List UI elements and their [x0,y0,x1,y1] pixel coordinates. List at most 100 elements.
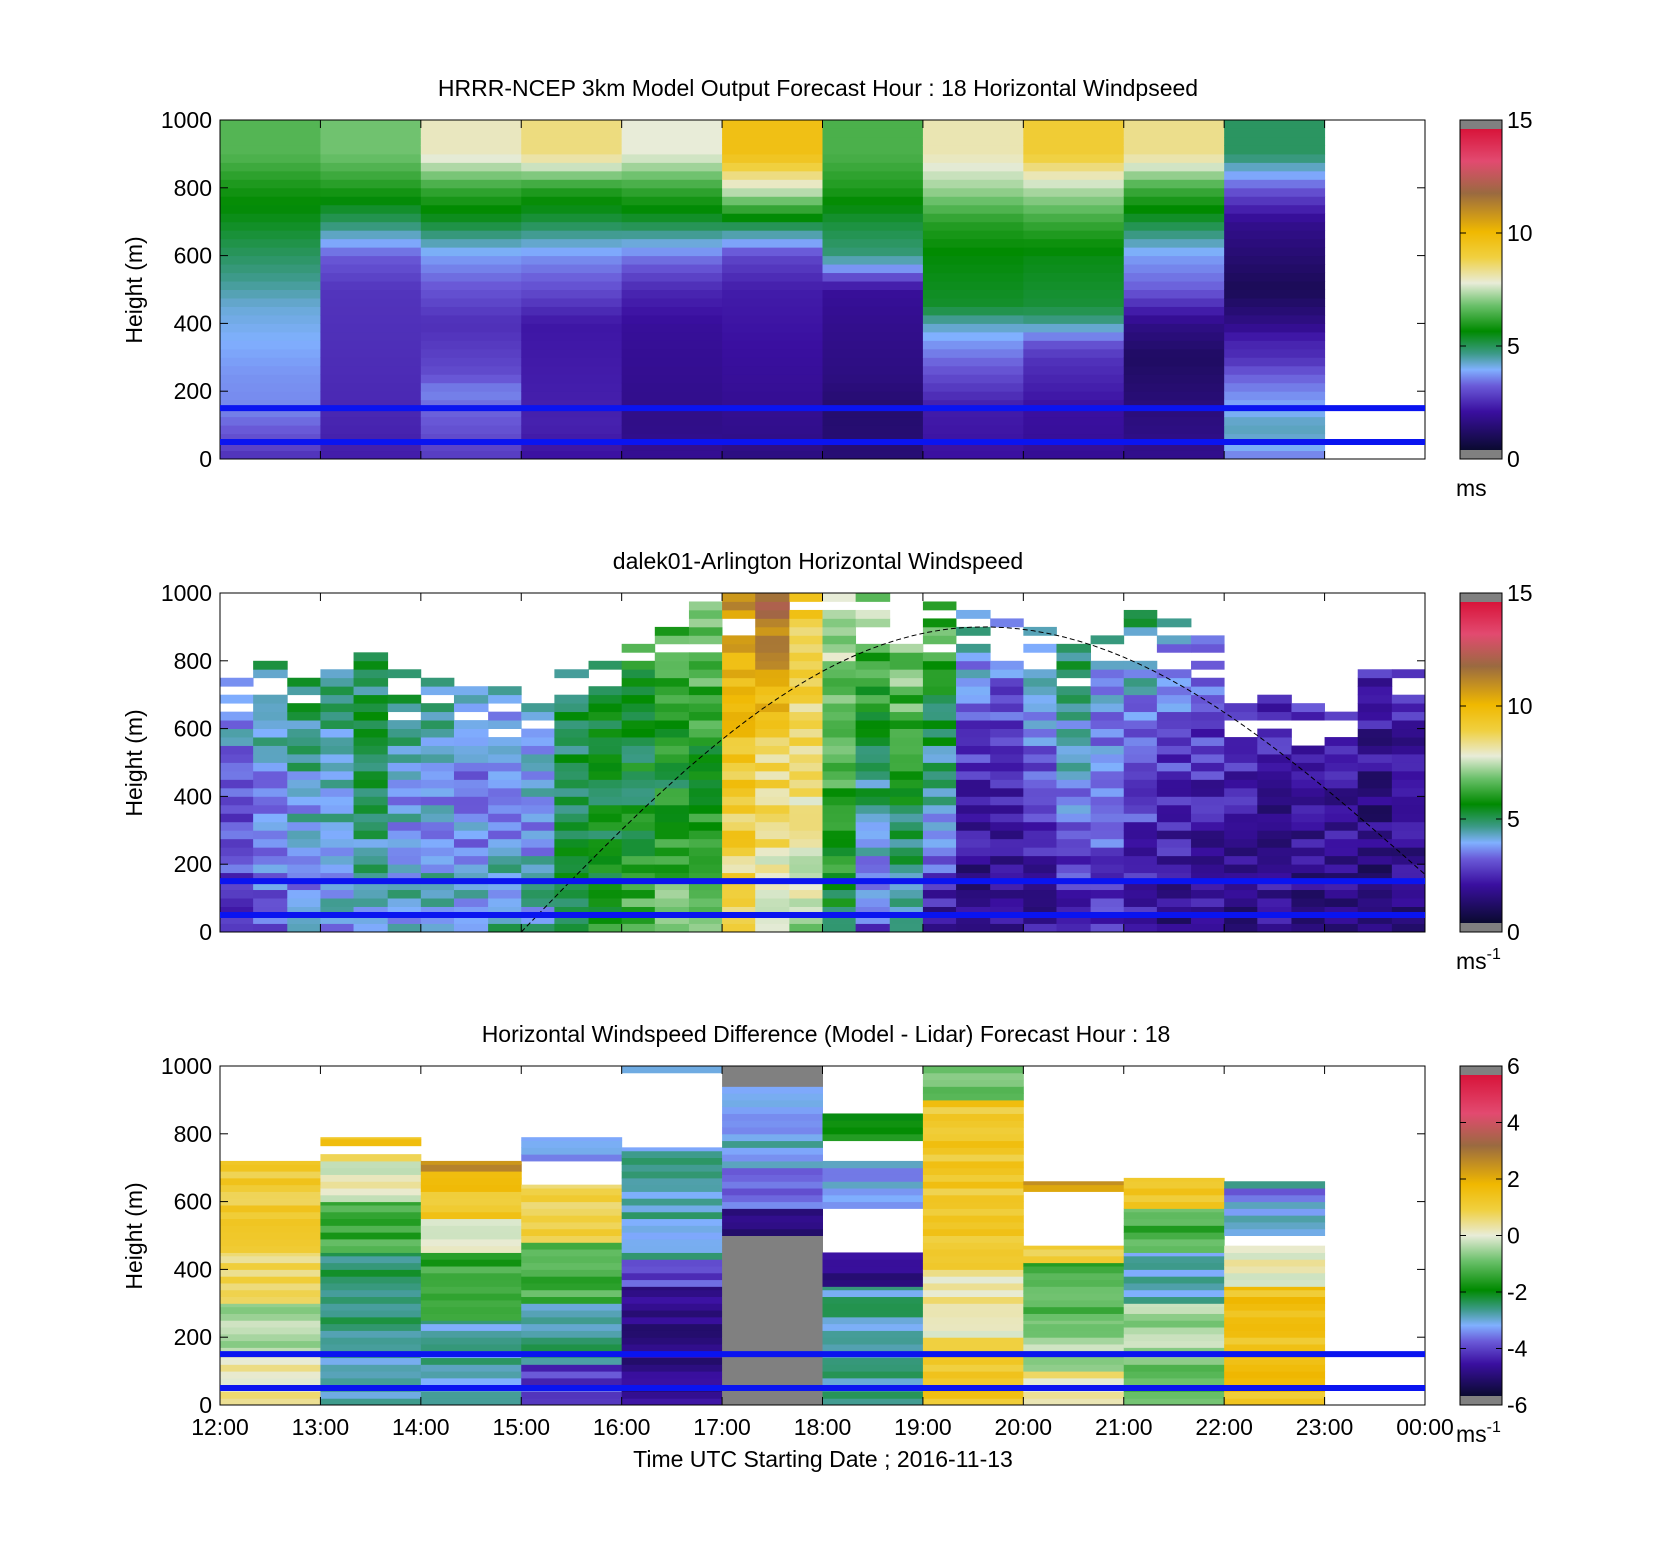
heatmap-cell [287,906,321,916]
heatmap-cell [1391,720,1426,729]
heatmap-cell [320,1289,422,1298]
heatmap-cell [1224,357,1326,367]
heatmap-cell [1191,915,1225,924]
heatmap-cell [287,830,321,840]
heatmap-cell [1224,272,1326,282]
heatmap-cell [755,762,790,772]
heatmap-cell [922,923,957,933]
heatmap-cell [488,813,522,823]
heatmap-cell [1023,1391,1125,1399]
heatmap-cell [722,1391,823,1399]
heatmap-cell [621,204,723,214]
heatmap-cell [420,1313,522,1321]
heatmap-cell [220,1282,321,1291]
heatmap-cell [220,779,254,789]
heatmap-cell [822,1113,924,1121]
heatmap-cell [722,1337,823,1345]
heatmap-cell [220,1371,321,1379]
heatmap-cell [722,1133,823,1142]
heatmap-cell [1123,187,1225,197]
heatmap-cell [755,813,790,823]
x-tick-label: 18:00 [794,1414,852,1440]
heatmap-cell [220,221,321,231]
heatmap-cell [1056,804,1092,814]
heatmap-cell [320,306,422,316]
heatmap-cell [387,804,422,814]
heatmap-cell [688,660,723,670]
heatmap-cell [1123,289,1225,299]
heatmap-cell [521,745,555,755]
heatmap-cell [554,796,589,806]
heatmap-cell [420,314,522,324]
unit-base: ms [1456,475,1487,501]
heatmap-cell [755,745,790,755]
heatmap-cell [922,635,957,645]
heatmap-cell [789,830,823,840]
heatmap-cell [453,915,489,924]
heatmap-cell [755,787,790,797]
heatmap-cell [521,1330,623,1338]
heatmap-cell [320,1160,422,1169]
heatmap-cell [1123,340,1225,350]
heatmap-cell [789,593,823,602]
heatmap-cell [1056,660,1092,670]
heatmap-cell [1324,737,1359,746]
heatmap-cell [822,1266,924,1274]
heatmap-cell [621,1225,723,1233]
heatmap-cell [220,433,321,443]
heatmap-cell [488,770,522,780]
heatmap-cell [420,1225,522,1233]
heatmap-cell [253,720,288,729]
heatmap-cell [420,1204,522,1213]
heatmap-cell [621,1279,723,1287]
heatmap-cell [1391,830,1426,840]
heatmap-cell [855,923,891,933]
heatmap-cell [521,238,623,248]
heatmap-cell [1357,821,1393,831]
heatmap-cell [855,838,891,848]
heatmap-cell [1391,872,1426,882]
heatmap-cell [990,872,1024,882]
colorbar-tick-label: 15 [1507,107,1533,133]
heatmap-cell [1257,906,1292,916]
heatmap-cell [855,745,891,755]
heatmap-cell [789,813,823,823]
heatmap-cell [253,762,288,772]
heatmap-cell [1357,737,1393,746]
heatmap-cell [1357,830,1393,840]
heatmap-cell [521,1337,623,1345]
colorbar-tick-label: -6 [1507,1392,1527,1418]
heatmap-cell [722,442,823,452]
heatmap-cell [420,1198,522,1206]
heatmap-cell [1224,703,1258,713]
heatmap-cell [822,1364,924,1372]
heatmap-cell [1156,813,1192,823]
heatmap-cell [287,821,321,831]
heatmap-cell [220,374,321,384]
heatmap-cell [1357,872,1393,882]
heatmap-cell [1257,770,1292,780]
heatmap-cell [1023,391,1125,401]
heatmap-cell [822,1398,924,1406]
heatmap-cell [855,889,891,899]
heatmap-cell [822,821,857,831]
heatmap-cell [220,838,254,848]
heatmap-cell [654,855,690,865]
heatmap-cell [621,737,656,746]
heatmap-cell [621,677,656,687]
heatmap-cell [789,609,823,619]
heatmap-cell [1023,221,1125,231]
heatmap-cell [220,238,321,248]
heatmap-cell [220,204,321,214]
heatmap-cell [387,787,422,797]
heatmap-cell [320,331,422,341]
heatmap-cell [822,306,924,316]
heatmap-cell [1023,289,1125,299]
heatmap-cell [1123,196,1225,206]
heatmap-cell [453,745,489,755]
heatmap-cell [320,399,422,409]
heatmap-cell [922,213,1024,223]
heatmap-cell [1056,838,1092,848]
